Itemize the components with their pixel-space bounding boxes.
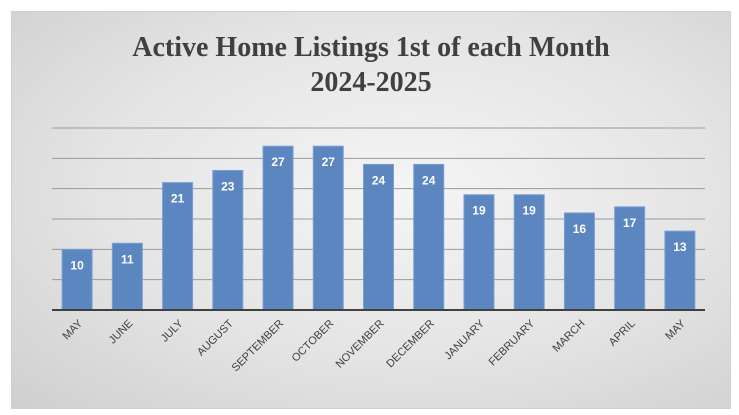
data-label: 23: [221, 179, 235, 193]
category-label: OCTOBER: [290, 318, 337, 365]
bar: [513, 194, 545, 311]
chart-title: Active Home Listings 1st of each Month: [132, 32, 610, 63]
data-label: 19: [472, 204, 486, 218]
bar: [262, 145, 294, 311]
data-label: 10: [70, 258, 84, 272]
category-label: JANUARY: [442, 317, 487, 362]
category-label: MAY: [663, 317, 688, 342]
chart-frame: Active Home Listings 1st of each Month 2…: [11, 11, 731, 409]
data-label: 24: [422, 173, 436, 187]
data-labels: 10 11 21 23 27 27 24 24 19 19 16 17 13: [70, 155, 686, 272]
bar-chart: 10 11 21 23 27 27 24 24 19 19 16 17 13 MAY JUNE JULY AU…: [52, 127, 705, 374]
category-label: DECEMBER: [384, 318, 437, 371]
data-label: 11: [121, 252, 134, 266]
category-label: SEPTEMBER: [230, 318, 287, 375]
category-label: FEBRUARY: [487, 317, 538, 368]
category-label: MARCH: [551, 318, 588, 355]
data-label: 21: [171, 192, 185, 206]
data-label: 13: [673, 240, 687, 254]
bar: [312, 145, 344, 311]
bar: [664, 230, 696, 311]
data-label: 27: [322, 155, 336, 169]
data-label: 19: [523, 204, 537, 218]
category-label: APRIL: [607, 318, 638, 349]
data-label: 16: [573, 222, 587, 236]
category-label: NOVEMBER: [334, 318, 387, 371]
category-label: JUNE: [107, 318, 136, 347]
chart-subtitle: 2024-2025: [310, 67, 432, 98]
bar: [61, 248, 93, 311]
category-label: AUGUST: [195, 317, 236, 358]
data-label: 24: [372, 173, 386, 187]
bar: [212, 169, 244, 311]
data-label: 27: [271, 155, 285, 169]
bars: [61, 145, 696, 311]
bar: [463, 194, 495, 311]
category-label: MAY: [60, 317, 85, 342]
category-label: JULY: [159, 317, 186, 344]
bar: [111, 242, 143, 311]
data-label: 17: [623, 216, 637, 230]
bar: [614, 206, 646, 311]
bar: [563, 212, 595, 311]
